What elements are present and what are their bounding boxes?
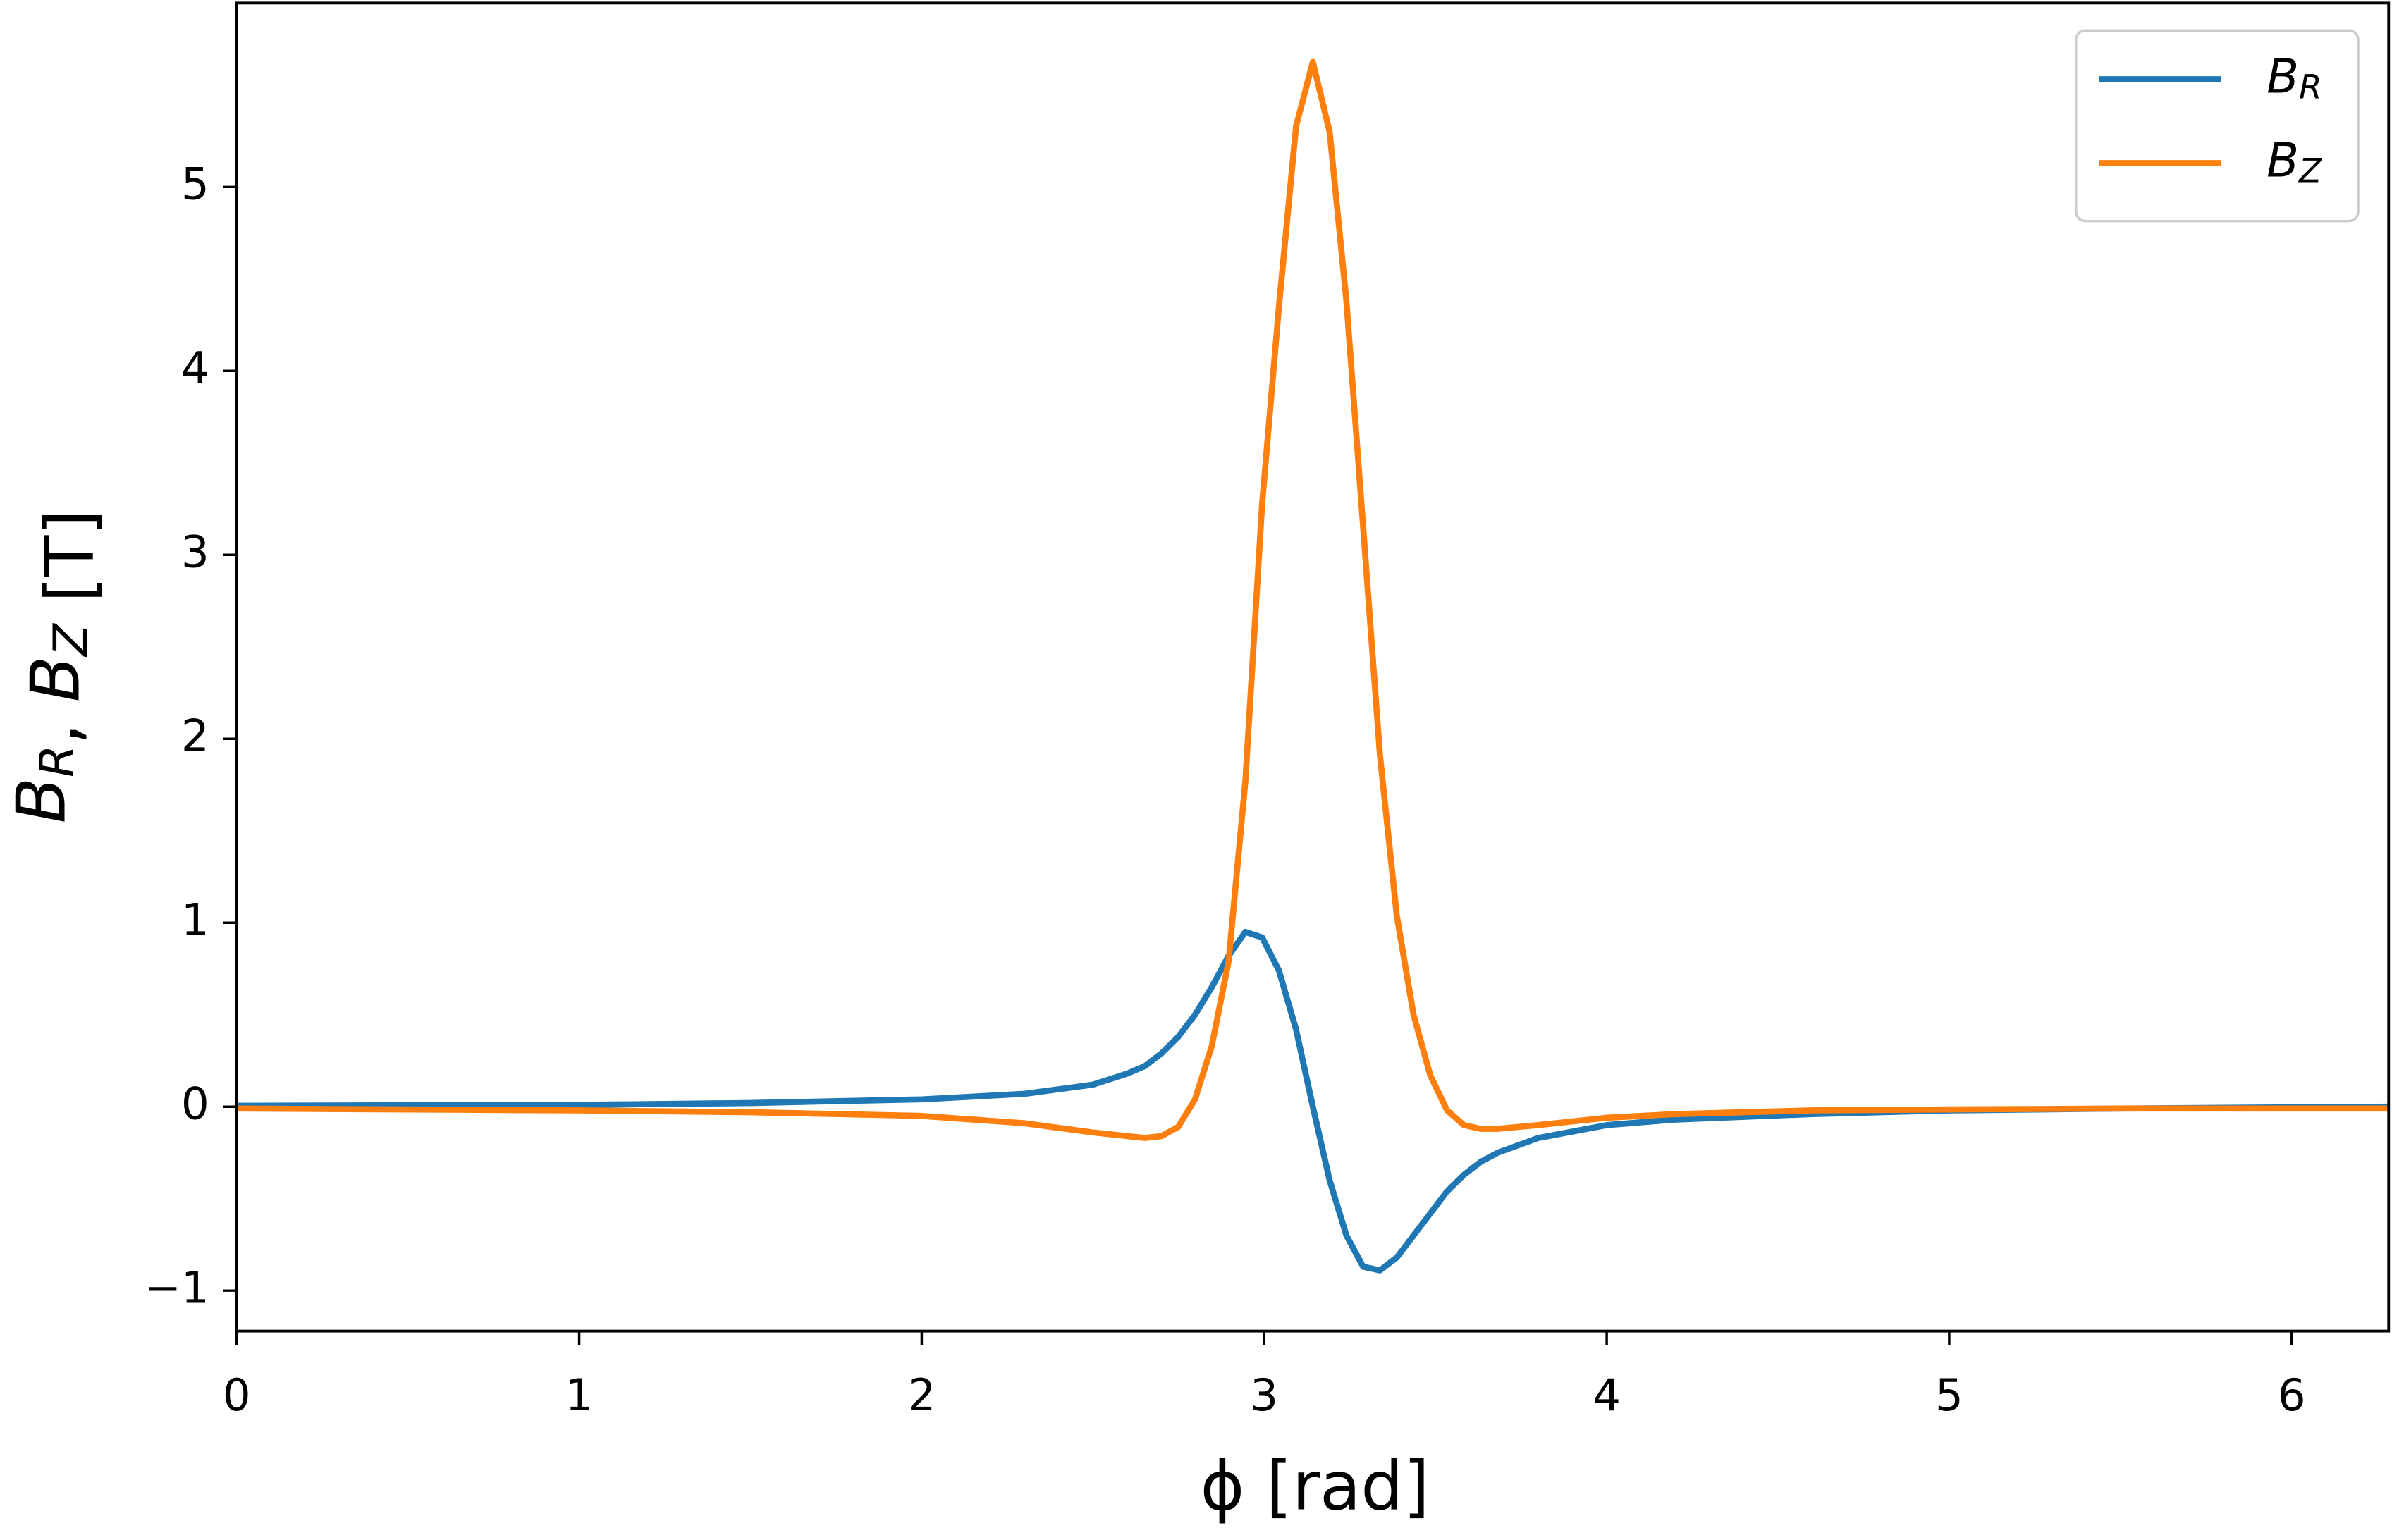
legend-box (2075, 29, 2360, 223)
series-line (236, 928, 2389, 1274)
y-tick-label: 4 (181, 342, 209, 393)
legend-label: BZ (2267, 133, 2322, 190)
series-line (236, 58, 2389, 1141)
x-tick-label: 1 (565, 1369, 594, 1421)
x-tick-label: 3 (1250, 1369, 1278, 1421)
x-tick-label: 5 (1935, 1369, 1963, 1421)
x-axis-label: ϕ [rad] (1201, 1448, 1430, 1526)
y-tick-label: −1 (144, 1262, 209, 1313)
y-tick-label: 2 (181, 710, 209, 761)
x-tick-label: 6 (2278, 1369, 2306, 1421)
legend-label: BR (2267, 49, 2322, 106)
x-tick-label: 2 (907, 1369, 936, 1421)
y-axis-label: BR, BZ [T] (3, 510, 109, 824)
x-tick-label: 4 (1593, 1369, 1621, 1421)
plot-frame (235, 1, 2391, 1333)
y-tick-label: 0 (181, 1078, 209, 1129)
y-tick-label: 3 (181, 526, 209, 577)
x-tick-label: 0 (223, 1369, 251, 1421)
y-tick-label: 5 (181, 158, 209, 209)
y-tick-label: 1 (181, 894, 209, 945)
